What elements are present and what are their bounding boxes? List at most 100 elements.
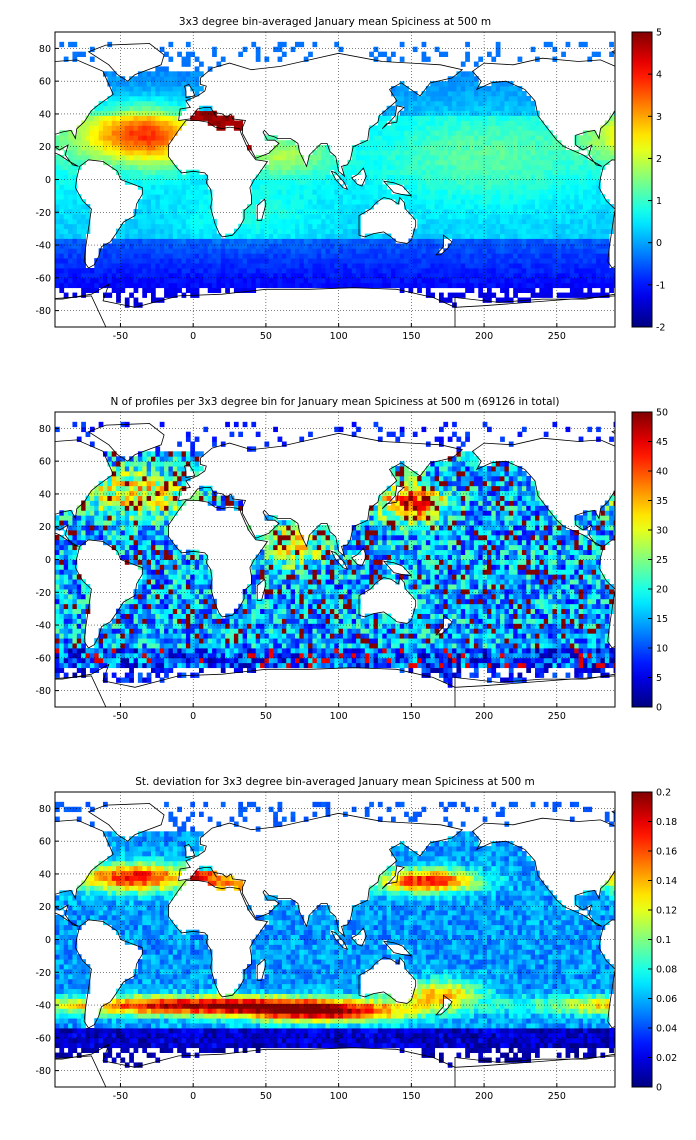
data-cell: [55, 263, 60, 269]
data-cell: [517, 223, 523, 230]
data-cell: [225, 268, 230, 274]
data-cell: [578, 189, 584, 195]
data-cell: [159, 652, 165, 659]
data-cell: [199, 199, 204, 205]
data-cell: [321, 184, 326, 190]
data-cell: [417, 282, 422, 289]
data-cell: [569, 179, 575, 185]
data-cell: [273, 253, 278, 259]
data-cell: [521, 652, 527, 659]
data-cell: [526, 194, 532, 200]
data-cell: [146, 105, 152, 112]
data-cell: [185, 228, 191, 234]
data-cell: [456, 81, 462, 87]
data-cell: [491, 204, 497, 210]
data-cell: [273, 164, 278, 171]
data-cell: [543, 277, 549, 284]
data-cell: [526, 652, 532, 659]
data-cell: [308, 204, 313, 210]
data-cell: [133, 253, 139, 259]
data-cell: [373, 263, 379, 269]
data-cell: [181, 184, 187, 190]
data-cell: [596, 169, 601, 175]
data-cell: [587, 135, 593, 141]
data-cell: [181, 657, 187, 664]
data-cell: [434, 243, 440, 249]
data-cell: [504, 204, 510, 210]
data-cell: [556, 204, 562, 210]
data-cell: [535, 213, 540, 220]
data-cell: [556, 209, 562, 215]
data-cell: [456, 189, 462, 195]
data-cell: [281, 164, 287, 171]
data-cell: [439, 253, 444, 259]
data-cell: [552, 662, 558, 669]
data-cell: [190, 657, 196, 664]
data-cell: [460, 189, 466, 195]
data-cell: [329, 228, 335, 234]
data-cell: [181, 258, 187, 264]
data-cell: [460, 71, 466, 77]
data-cell: [548, 179, 553, 185]
data-cell: [539, 652, 545, 659]
data-cell: [386, 194, 392, 200]
data-cell: [190, 268, 196, 274]
data-cell: [386, 662, 392, 669]
data-cell: [478, 140, 484, 146]
data-cell: [238, 51, 244, 57]
data-cell: [439, 130, 444, 136]
data-cell: [277, 243, 283, 249]
data-cell: [447, 159, 453, 166]
data-cell: [604, 662, 610, 669]
data-cell: [565, 189, 571, 195]
data-cell: [303, 263, 309, 269]
data-cell: [185, 272, 191, 279]
data-cell: [260, 657, 265, 664]
data-cell: [76, 209, 82, 215]
data-cell: [216, 120, 222, 126]
data-cell: [574, 292, 580, 298]
data-cell: [578, 253, 584, 259]
data-cell: [591, 248, 597, 254]
data-cell: [220, 643, 226, 649]
data-cell: [369, 243, 374, 249]
data-cell: [111, 71, 117, 77]
data-cell: [268, 213, 274, 220]
data-cell: [460, 179, 466, 185]
data-cell: [356, 272, 361, 279]
data-cell: [591, 179, 597, 185]
data-cell: [417, 159, 422, 166]
data-cell: [137, 672, 143, 678]
data-cell: [482, 209, 488, 215]
data-cell: [377, 272, 383, 279]
data-cell: [260, 282, 265, 289]
data-cell: [465, 140, 470, 146]
data-cell: [68, 268, 73, 274]
data-cell: [556, 662, 562, 669]
data-cell: [120, 135, 126, 141]
data-cell: [430, 258, 436, 264]
colorbar-tick-label: -2: [656, 323, 665, 334]
data-cell: [334, 189, 340, 195]
data-cell: [124, 302, 130, 308]
data-cell: [421, 652, 427, 659]
data-cell: [408, 272, 414, 279]
data-cell: [295, 154, 300, 161]
data-cell: [569, 292, 575, 298]
data-cell: [151, 643, 156, 649]
data-cell: [199, 233, 204, 239]
data-cell: [207, 194, 213, 200]
data-cell: [85, 209, 91, 215]
data-cell: [604, 282, 610, 289]
data-cell: [107, 71, 113, 77]
data-cell: [517, 194, 523, 200]
data-cell: [482, 652, 488, 659]
data-cell: [517, 184, 523, 190]
data-cell: [199, 263, 204, 269]
data-cell: [382, 648, 388, 654]
data-cell: [142, 272, 148, 279]
data-cell: [251, 652, 257, 659]
y-tick-label: -20: [35, 208, 51, 219]
data-cell: [417, 272, 422, 279]
data-cell: [530, 263, 536, 269]
